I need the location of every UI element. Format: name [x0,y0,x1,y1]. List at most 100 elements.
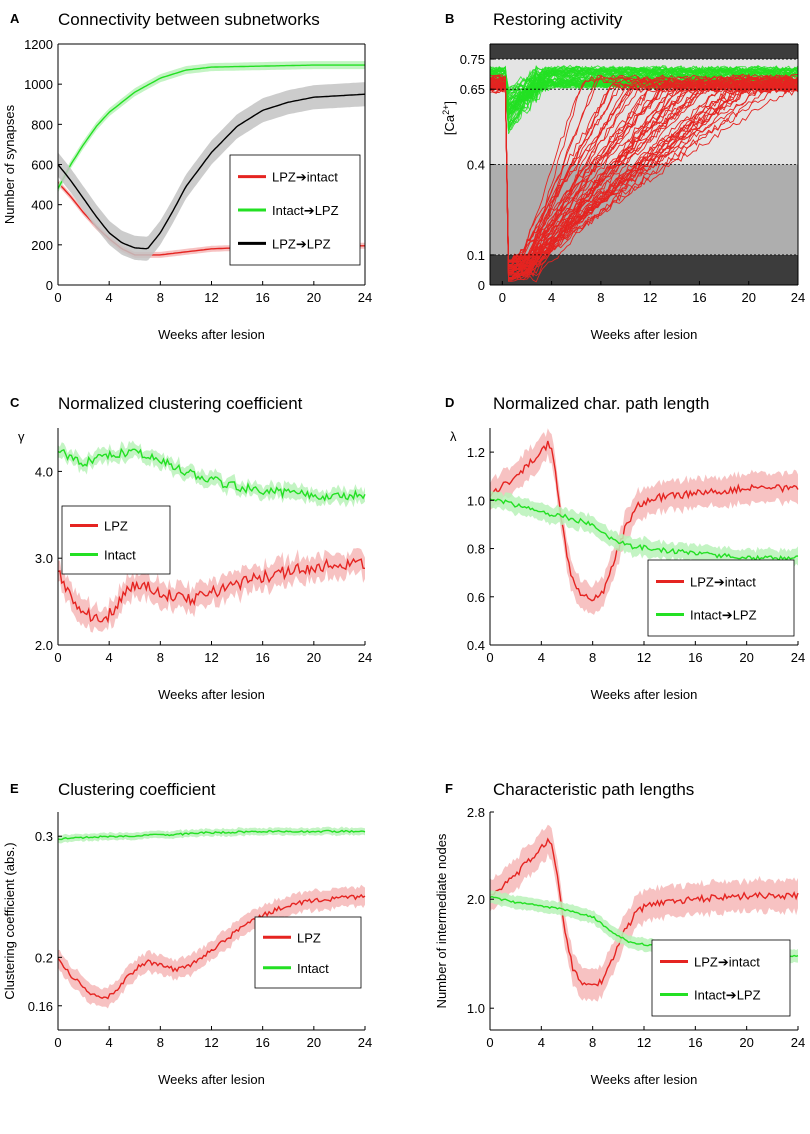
x-tick-label: 12 [637,1035,651,1050]
axes: 0 4 8 12 16 20 24 0 0.1 0.4 0.65 0.75 [460,43,805,305]
chart-title: Restoring activity [493,10,623,29]
series-1 [57,826,366,844]
x-tick-label: 8 [597,290,604,305]
y-axis-label: Number of synapses [2,104,17,224]
legend-label: LPZ➔LPZ [272,236,331,251]
axes: 0 4 8 12 16 20 24 0 200 400 600 800 1000 1200 [24,37,372,305]
legend: LPZ➔intact Intact➔LPZ [651,939,791,1017]
series-band [490,428,798,615]
x-tick-label: 20 [741,290,755,305]
legend-label: Intact [297,961,329,976]
x-tick-label: 4 [538,650,545,665]
y-tick-label: 0.6 [467,590,485,605]
y-tick-label: 1.2 [467,445,485,460]
y-tick-label: 0.4 [467,638,485,653]
series-line [489,440,799,602]
y-tick-label: 0.16 [28,999,53,1014]
x-tick-label: 16 [255,1035,269,1050]
y-tick-label: 3.0 [35,551,53,566]
axes: 0 4 8 12 16 20 24 0.4 0.6 0.8 1.0 1.2 [467,428,805,665]
x-tick-label: 4 [106,650,113,665]
series-0 [489,428,799,615]
series-band [58,826,365,844]
panel-a: A Connectivity between subnetworks 0 4 8 12 16… [2,10,372,342]
trace-lpz [490,77,798,279]
panel-letter: C [10,395,20,410]
series-0 [57,548,366,633]
x-tick-label: 12 [204,1035,218,1050]
chart-title: Clustering coefficient [58,780,216,799]
series-1 [57,61,365,193]
series-2 [57,82,366,261]
x-tick-label: 20 [307,650,321,665]
x-tick-label: 20 [739,650,753,665]
legend-label: Intact➔LPZ [690,608,757,623]
chart-title: Connectivity between subnetworks [58,10,320,29]
y-tick-label: 0.4 [467,158,485,173]
y-tick-label: 0.75 [460,52,485,67]
series-band [490,824,798,1002]
legend-label: LPZ [297,930,321,945]
y-tick-label: 2.0 [35,638,53,653]
x-tick-label: 24 [791,290,805,305]
y-tick-label: 1000 [24,77,53,92]
x-tick-label: 8 [157,650,164,665]
panel-c: C Normalized clustering coefficient 0 4 8 12 1… [10,394,372,702]
legend-box [647,559,795,637]
y-tick-label: 0.1 [467,248,485,263]
series-line [57,829,366,841]
x-tick-label: 16 [688,650,702,665]
y-tick-label: 0 [46,278,53,293]
x-tick-label: 16 [692,290,706,305]
y-tick-label: 4.0 [35,464,53,479]
x-axis-label: Weeks after lesion [591,687,698,702]
trace-intact [490,69,798,119]
legend-box [254,916,362,989]
series-band [58,61,365,193]
series-band [58,82,365,261]
chart-title: Normalized clustering coefficient [58,394,303,413]
x-tick-label: 12 [643,290,657,305]
x-tick-label: 8 [157,1035,164,1050]
x-axis-label: Weeks after lesion [158,687,265,702]
x-tick-label: 0 [499,290,506,305]
legend: LPZ➔intact Intact➔LPZ [647,559,795,637]
trace-intact [490,67,798,107]
panel-letter: B [445,11,454,26]
series-band [58,440,365,508]
series-1 [57,440,366,508]
x-tick-label: 20 [307,1035,321,1050]
legend-label: Intact➔LPZ [694,988,761,1003]
zone-dark [490,44,798,60]
series-line [57,447,366,502]
panel-letter: F [445,781,453,796]
x-tick-label: 4 [548,290,555,305]
x-tick-label: 20 [307,290,321,305]
series-0 [57,884,366,1009]
x-axis-label: Weeks after lesion [158,1072,265,1087]
x-tick-label: 20 [739,1035,753,1050]
legend: LPZ Intact [254,916,362,989]
x-tick-label: 12 [204,650,218,665]
series-0 [489,824,799,1002]
x-tick-label: 16 [255,650,269,665]
trace-lpz [490,76,798,273]
x-tick-label: 24 [791,650,805,665]
series-band [58,884,365,1009]
legend-label: LPZ➔intact [694,955,760,970]
y-tick-label: 2.0 [467,892,485,907]
x-tick-label: 24 [358,1035,372,1050]
panel-e: E Clustering coefficient 0 4 8 12 16 20 24 0.16 0.… [2,780,372,1087]
trace-lpz [490,84,798,266]
trace-lpz [490,85,798,279]
series-band [490,491,798,569]
x-tick-label: 4 [538,1035,545,1050]
x-tick-label: 16 [255,290,269,305]
x-tick-label: 8 [589,1035,596,1050]
series-line [57,557,366,624]
legend-label: LPZ [104,519,128,534]
y-tick-label: 0 [478,278,485,293]
y-axis-label: Clustering coefficient (abs.) [2,842,17,999]
legend-label: LPZ➔intact [272,170,338,185]
